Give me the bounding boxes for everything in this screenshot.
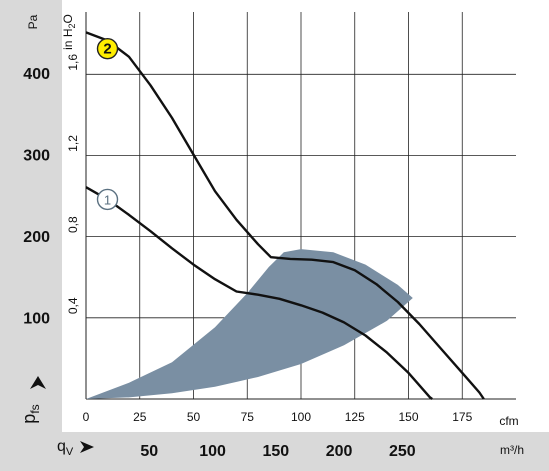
- curve-1: [85, 186, 433, 400]
- tick-label-inh2o: 0,8: [66, 216, 80, 233]
- tick-label-pa: 300: [23, 148, 50, 165]
- y-axis-symbol: pfs: [19, 404, 42, 423]
- tick-label-pa: 400: [23, 66, 50, 83]
- tick-label-m3h: 50: [140, 443, 158, 460]
- tick-label-cfm: 150: [398, 410, 418, 424]
- y-axis-panel: [0, 0, 62, 471]
- badge-label-2: 2: [103, 41, 111, 58]
- tick-label-pa: 100: [23, 311, 50, 328]
- x-unit-m3h: m³/h: [500, 443, 524, 457]
- tick-label-cfm: 0: [83, 410, 90, 424]
- curves-layer: [85, 31, 485, 400]
- x-axis-symbol: qV: [57, 438, 74, 458]
- operating-region-layer: [86, 249, 413, 399]
- operating-region: [86, 249, 413, 399]
- badges-layer: 21: [96, 37, 119, 211]
- x-axis-panel: [0, 432, 549, 471]
- tick-label-cfm: 50: [187, 410, 201, 424]
- tick-label-cfm: 25: [133, 410, 147, 424]
- curve-2: [85, 31, 485, 400]
- tick-label-inh2o: 1,2: [66, 135, 80, 152]
- tick-label-m3h: 200: [326, 443, 353, 460]
- tick-label-m3h: 100: [199, 443, 226, 460]
- tick-label-inh2o: 1,6: [66, 54, 80, 71]
- tick-label-cfm: 125: [345, 410, 365, 424]
- tick-label-cfm: 100: [291, 410, 311, 424]
- y-unit-pa: Pa: [26, 14, 40, 29]
- tick-label-inh2o: 0,4: [66, 297, 80, 314]
- x-axis-arrow-icon: [80, 441, 94, 453]
- y-unit-inh2o: in H2O: [61, 14, 77, 50]
- badge-circle-2: [96, 37, 119, 60]
- y-axis-arrow-icon: [30, 376, 46, 389]
- tick-label-cfm: 175: [452, 410, 472, 424]
- tick-label-m3h: 150: [262, 443, 289, 460]
- badge-circle-1: [96, 188, 119, 211]
- x-unit-cfm: cfm: [499, 414, 518, 428]
- tick-label-cfm: 75: [241, 410, 255, 424]
- badge-label-1: 1: [104, 192, 111, 207]
- tick-label-m3h: 250: [389, 443, 416, 460]
- tick-label-pa: 200: [23, 229, 50, 246]
